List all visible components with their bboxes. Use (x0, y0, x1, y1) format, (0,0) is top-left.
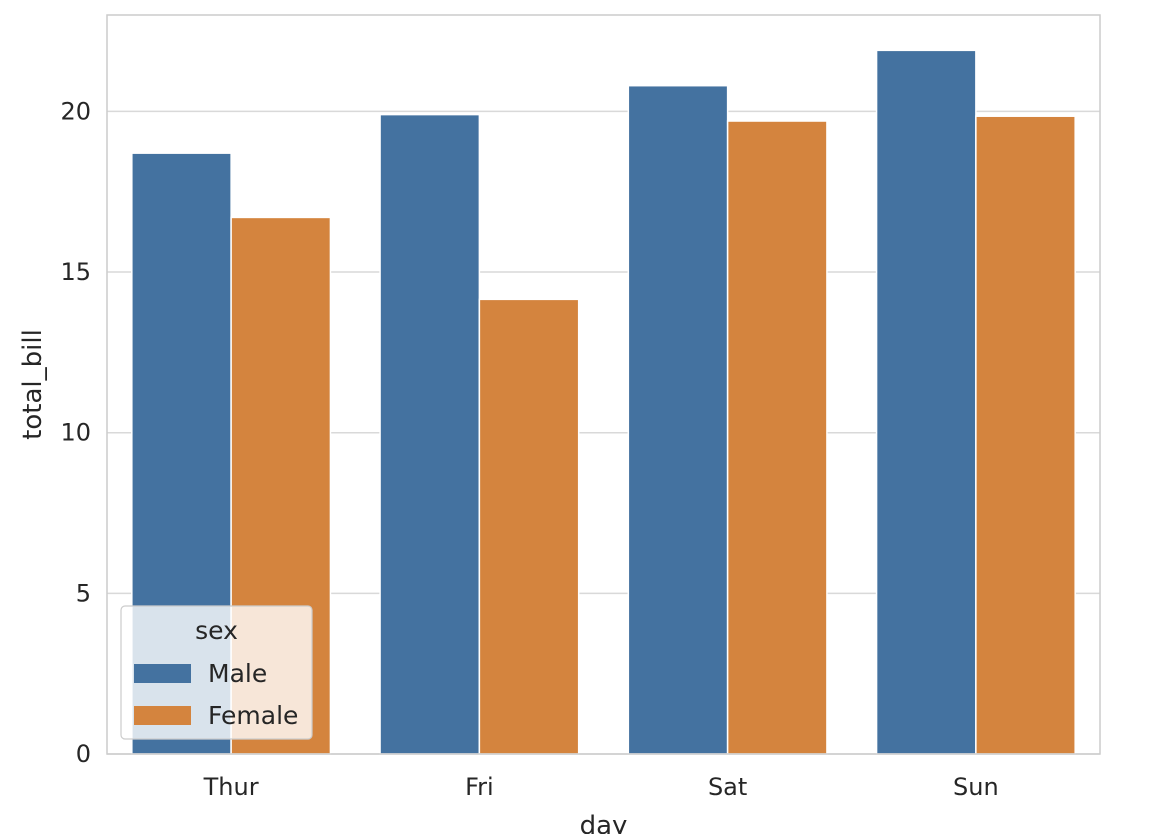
x-tick-label: Sat (708, 773, 747, 801)
legend-box (120, 605, 313, 740)
y-tick-label: 15 (60, 258, 91, 286)
y-tick-label: 5 (76, 579, 91, 607)
x-tick-label: Sun (953, 773, 999, 801)
bar-male-sat (627, 84, 729, 755)
legend-swatch-female (134, 706, 191, 725)
y-axis-label: total_bill (18, 329, 48, 440)
y-tick-label: 10 (60, 419, 91, 447)
bar-female-sun (975, 115, 1076, 755)
bar-female-fri (478, 298, 580, 755)
x-axis-ticks: Thur Fri Sat Sun (203, 773, 999, 801)
y-tick-label: 20 (60, 97, 91, 125)
plot-frame (106, 14, 1101, 755)
legend-swatch-male (134, 664, 191, 683)
y-tick-label: 0 (76, 740, 91, 768)
bar-female-sat (726, 120, 828, 755)
x-tick-label: Thur (203, 773, 259, 801)
legend: sex Male Female (120, 605, 313, 740)
legend-label-male: Male (208, 659, 267, 688)
x-tick-label: Fri (465, 773, 494, 801)
legend-label-female: Female (208, 701, 298, 730)
y-axis-ticks: 0 5 10 15 20 (60, 97, 91, 768)
x-axis-label: day (580, 811, 628, 834)
legend-title: sex (195, 616, 238, 645)
bar-male-fri (379, 113, 481, 755)
bar-male-sun (875, 49, 977, 755)
